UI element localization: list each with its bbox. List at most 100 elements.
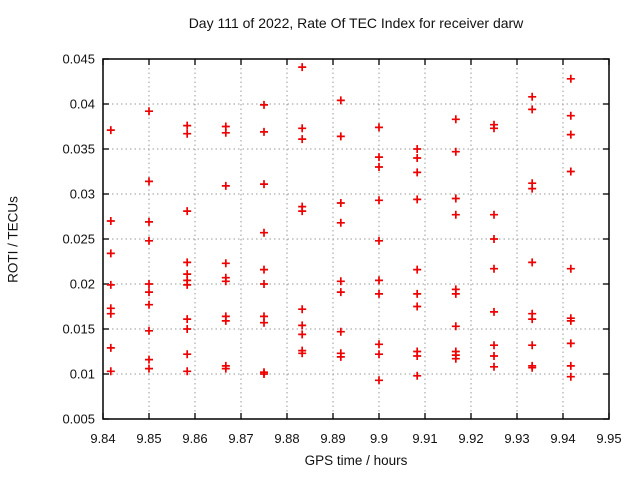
data-point-marker [413,265,422,274]
data-point-marker [260,370,268,378]
data-point-marker [298,63,307,72]
data-point-marker [145,107,153,116]
data-point-marker [528,341,537,350]
y-tick-label: 0.045 [62,52,95,67]
data-point-marker [260,280,268,288]
data-point-marker [336,96,345,105]
data-point-marker [106,249,115,258]
data-point-marker [490,264,498,273]
data-point-marker [451,289,460,298]
data-point-marker [375,276,383,285]
data-point-marker [336,132,345,141]
data-point-marker [413,195,422,204]
x-tick-label: 9.95 [596,431,621,446]
data-point-marker [566,339,575,348]
data-point-marker [528,184,537,193]
data-point-marker [451,354,460,363]
x-tick-label: 9.88 [274,431,299,446]
data-point-marker [566,361,575,370]
data-point-marker [490,362,498,371]
data-point-marker [106,309,115,318]
data-point-marker [183,280,192,289]
x-tick-label: 9.92 [458,431,483,446]
data-point-marker [490,307,498,316]
x-tick-label: 9.93 [504,431,529,446]
data-point-marker [566,74,575,83]
data-point-marker [145,300,153,309]
data-point-marker [260,180,268,189]
data-point-marker [145,177,153,186]
data-point-marker [413,302,422,311]
data-point-marker [451,194,460,203]
x-tick-label: 9.94 [550,431,575,446]
y-tick-label: 0.035 [62,142,95,157]
data-point-marker [106,367,115,376]
data-point-marker [566,167,575,176]
data-point-marker [451,210,460,219]
data-point-marker [528,315,537,324]
data-point-marker [451,322,460,331]
data-point-marker [336,352,345,361]
data-point-marker [566,316,575,325]
x-tick-label: 9.91 [412,431,437,446]
data-point-marker [298,321,307,330]
x-tick-label: 9.89 [320,431,345,446]
data-point-marker [260,228,268,237]
data-point-marker [183,315,192,324]
y-tick-label: 0.02 [70,277,95,292]
data-point-marker [336,327,345,336]
data-point-marker [451,115,460,124]
data-point-marker [528,105,537,114]
data-point-marker [566,264,575,273]
data-point-marker [413,371,422,380]
data-point-marker [528,258,537,267]
data-point-marker [298,207,307,216]
data-point-marker [375,340,383,349]
data-point-marker [375,196,383,205]
y-axis-title: ROTI / TECUs [5,196,21,283]
data-point-marker [375,163,383,171]
data-point-marker [221,128,230,137]
data-point-marker [490,352,498,360]
data-point-marker [375,289,383,298]
data-point-marker [413,352,422,360]
x-tick-label: 9.84 [90,431,115,446]
data-point-marker [260,265,268,274]
data-point-marker [336,288,345,297]
data-point-marker [566,111,575,120]
data-point-marker [375,236,383,245]
y-tick-label: 0.005 [62,412,95,427]
x-tick-label: 9.9 [370,431,388,446]
y-tick-label: 0.01 [70,367,95,382]
y-tick-label: 0.04 [70,97,95,112]
y-tick-label: 0.015 [62,322,95,337]
data-point-marker [413,168,422,177]
chart-title: Day 111 of 2022, Rate Of TEC Index for r… [188,15,524,31]
data-point-marker [375,350,383,359]
data-point-marker [528,363,537,372]
data-point-marker [106,126,115,135]
data-point-marker [183,129,192,138]
data-point-marker [221,259,230,268]
data-point-marker [375,153,383,162]
data-point-marker [336,277,345,286]
data-point-marker [260,318,268,327]
data-point-marker [566,130,575,139]
data-point-marker [145,217,153,226]
x-axis-title: GPS time / hours [304,453,408,468]
data-point-marker [260,127,268,136]
data-point-marker [413,289,422,298]
data-point-marker [490,341,498,350]
data-point-marker [451,147,460,156]
x-tick-label: 9.87 [228,431,253,446]
data-point-marker [183,350,192,359]
data-point-marker [413,145,422,153]
data-point-marker [490,124,498,133]
data-point-marker [298,135,307,144]
data-point-marker [145,236,153,245]
data-point-marker [106,280,115,289]
data-point-marker [106,217,115,225]
data-point-marker [183,325,192,333]
